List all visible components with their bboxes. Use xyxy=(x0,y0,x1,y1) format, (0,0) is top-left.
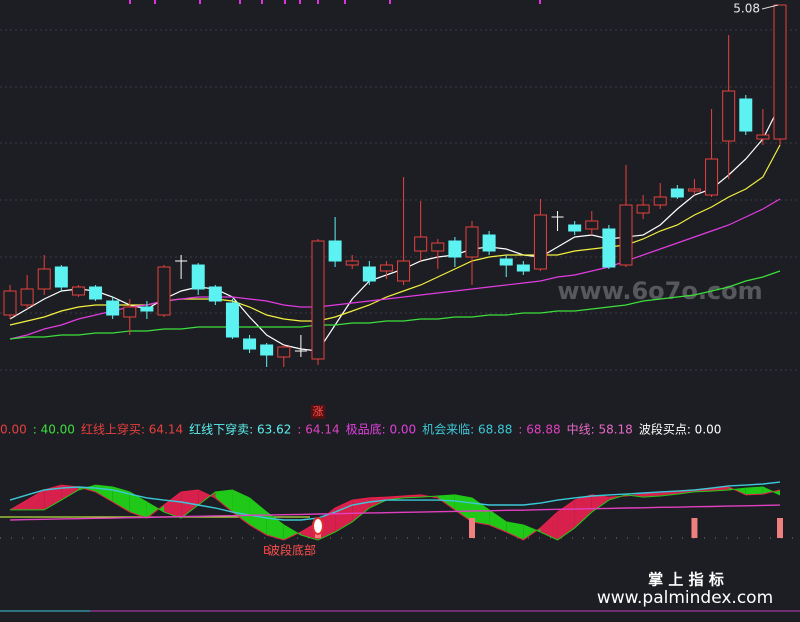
candle-body xyxy=(54,266,68,288)
candle-body xyxy=(379,264,393,272)
candle-body xyxy=(311,240,325,360)
bottom-pin xyxy=(312,517,324,535)
signal-bar xyxy=(777,518,783,538)
ribbon xyxy=(27,490,45,510)
candle-body xyxy=(448,240,462,258)
candle-body xyxy=(414,236,428,252)
candle-body xyxy=(585,220,599,230)
ribbon xyxy=(164,491,182,519)
ribbon xyxy=(215,490,233,513)
candle-body xyxy=(722,90,736,142)
legend-item: : 64.14 xyxy=(297,423,339,437)
indicator-line xyxy=(10,484,781,541)
indicator-line xyxy=(9,481,781,521)
signal-bar xyxy=(691,518,698,538)
candle-body xyxy=(260,344,274,356)
candle-body xyxy=(225,302,239,338)
candle-body xyxy=(191,264,205,290)
ribbon xyxy=(523,524,541,540)
ribbon xyxy=(745,487,763,495)
watermark: 掌 上 指 标 xyxy=(648,571,724,589)
candle-body xyxy=(705,158,719,196)
ribbon xyxy=(540,512,558,540)
candle-body xyxy=(123,306,137,318)
top-ticks xyxy=(129,0,541,4)
marker-box xyxy=(311,405,325,419)
legend-item: 波段买点: 0.00 xyxy=(639,422,722,437)
indicator-line xyxy=(9,504,781,521)
candle-body xyxy=(653,196,667,206)
ribbon xyxy=(61,485,79,501)
legend-item: : 68.88 xyxy=(518,423,560,437)
candle-body xyxy=(687,188,701,192)
ribbon xyxy=(574,494,592,528)
legend-item: : 40.00 xyxy=(33,423,75,437)
ribbon xyxy=(129,491,147,519)
candle-body xyxy=(140,306,154,312)
ribbon xyxy=(232,490,250,525)
candle-body xyxy=(157,266,171,316)
candle-body xyxy=(636,204,650,214)
legend-item: 中线: 58.18 xyxy=(567,422,633,437)
ribbon xyxy=(557,500,575,540)
candle-body xyxy=(277,346,291,358)
candle-body xyxy=(20,288,34,306)
candle-body xyxy=(362,266,376,282)
annotation: 5.08 xyxy=(733,2,760,16)
bottom-label: 波段底部 xyxy=(268,543,316,558)
candle-body xyxy=(89,286,103,300)
candle-body xyxy=(568,224,582,232)
candle-body xyxy=(431,242,445,252)
candle-body xyxy=(243,338,257,350)
moving-average xyxy=(9,144,781,326)
moving-average xyxy=(9,104,781,352)
candle-body xyxy=(465,226,479,258)
legend-item: 机会来临: 68.88 xyxy=(422,423,512,437)
candle-body xyxy=(37,268,51,290)
candle-body xyxy=(71,286,85,296)
watermark: www.palmindex.com xyxy=(597,588,773,608)
candle-body xyxy=(619,204,633,266)
legend-item: 红线上穿买: 64.14 xyxy=(81,422,183,437)
moving-average xyxy=(9,270,781,340)
candle-body xyxy=(106,300,120,316)
watermark: www.6o7o.com xyxy=(557,277,762,305)
ribbon xyxy=(44,485,62,510)
candle-body xyxy=(670,188,684,198)
ribbon xyxy=(506,521,524,540)
annotation-arrow xyxy=(761,4,779,10)
candle-body xyxy=(345,260,359,266)
legend-item: 极品底: 0.00 xyxy=(346,422,417,437)
ribbon xyxy=(437,494,455,510)
candle-body xyxy=(516,264,530,272)
moving-average xyxy=(9,198,781,340)
candle-body xyxy=(397,260,411,282)
candle-body xyxy=(208,286,222,302)
ribbon xyxy=(283,524,301,540)
legend-item: 红线下穿卖: 63.62 xyxy=(189,422,291,437)
ribbon xyxy=(369,497,387,508)
candle-body xyxy=(482,234,496,252)
candle-body xyxy=(328,240,342,262)
legend-item: 0.00 xyxy=(0,423,27,437)
ribbon xyxy=(591,494,609,513)
candle-body xyxy=(773,4,787,140)
bottom-marker: B xyxy=(263,544,271,557)
candle-body xyxy=(756,134,770,140)
candle-body xyxy=(499,258,513,266)
candle-body xyxy=(533,214,547,270)
candle-body xyxy=(602,228,616,268)
candle-body xyxy=(3,290,17,316)
ribbon xyxy=(146,502,164,519)
signal-bar xyxy=(469,518,475,538)
candle-body xyxy=(739,98,753,132)
marker-text: 涨 xyxy=(313,405,324,418)
